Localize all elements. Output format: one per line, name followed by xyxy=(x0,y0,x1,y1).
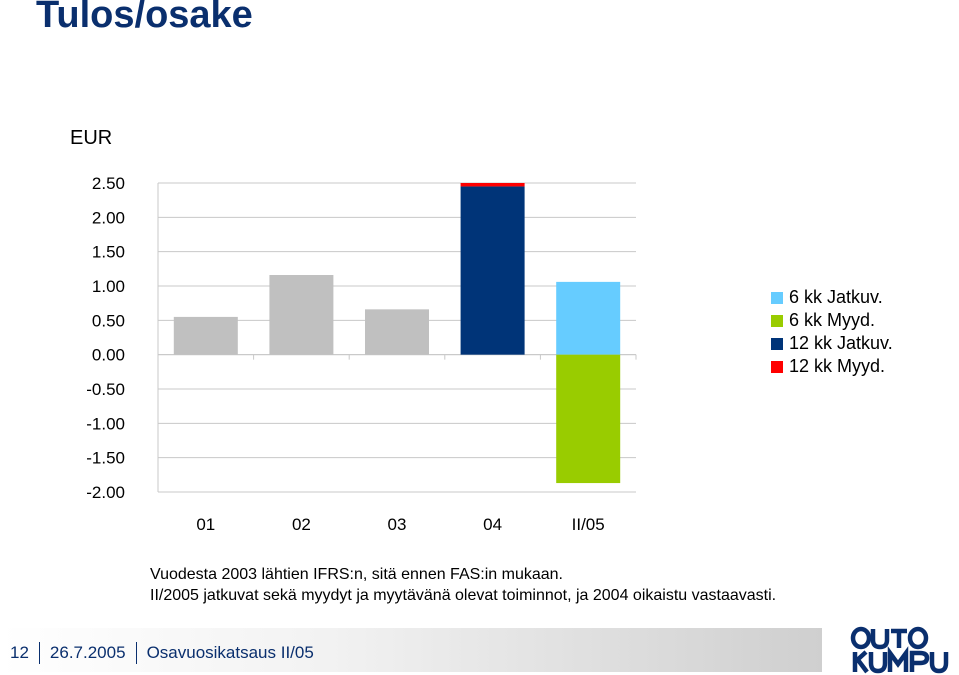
note-restated: II/2005 jatkuvat sekä myydyt ja myytävän… xyxy=(150,587,777,604)
page-number: 12 xyxy=(10,643,29,662)
bar-04-s3 xyxy=(460,186,525,355)
legend-label: 6 kk Jatkuv. xyxy=(789,287,883,307)
note-ifrs: Vuodesta 2003 lähtien IFRS:n, sitä ennen… xyxy=(150,566,563,583)
y-tick-label: -0.50 xyxy=(86,380,125,399)
legend-swatch xyxy=(771,337,783,350)
bar-II05-s1 xyxy=(556,281,621,355)
bar-01-s0 xyxy=(173,316,238,355)
y-tick-label: 2.50 xyxy=(92,174,125,193)
footer-date: 26.7.2005 xyxy=(49,643,126,662)
x-tick-label: 04 xyxy=(483,515,502,534)
legend-swatch xyxy=(771,314,783,327)
legend-item: 6 kk Myyd. xyxy=(771,309,893,332)
footer: 12 26.7.2005 Osavuosikatsaus II/05 xyxy=(10,642,314,664)
legend-item: 12 kk Myyd. xyxy=(771,355,893,378)
page-title: Tulos/osake xyxy=(36,0,253,36)
outokumpu-logo xyxy=(850,626,949,674)
chart-legend: 6 kk Jatkuv. 6 kk Myyd. 12 kk Jatkuv. 12 kk… xyxy=(771,286,893,378)
y-tick-label: 1.00 xyxy=(92,277,125,296)
legend-label: 12 kk Myyd. xyxy=(789,356,886,376)
legend-label: 12 kk Jatkuv. xyxy=(789,333,893,353)
legend-swatch xyxy=(771,291,783,304)
y-tick-label: -2.00 xyxy=(86,483,125,502)
bar-II05-s2 xyxy=(556,354,621,484)
x-tick-label: 03 xyxy=(388,515,407,534)
bar-04-s4 xyxy=(460,183,525,187)
y-tick-label: 1.50 xyxy=(92,243,125,262)
bar-02-s0 xyxy=(269,275,334,355)
x-tick-label: II/05 xyxy=(572,515,605,534)
unit-label: EUR xyxy=(70,127,113,149)
y-tick-label: -1.50 xyxy=(86,449,125,468)
y-tick-label: 0.00 xyxy=(92,346,125,365)
bar-03-s0 xyxy=(365,309,429,355)
legend-item: 12 kk Jatkuv. xyxy=(771,332,893,355)
legend-item: 6 kk Jatkuv. xyxy=(771,286,893,309)
y-tick-label: 0.50 xyxy=(92,311,125,330)
y-tick-label: 2.00 xyxy=(92,208,125,227)
x-tick-label: 01 xyxy=(196,515,215,534)
legend-swatch xyxy=(771,360,783,373)
footer-presentation: Osavuosikatsaus II/05 xyxy=(146,643,314,662)
y-tick-label: -1.00 xyxy=(86,414,125,433)
footer-bar xyxy=(0,628,822,672)
footer-divider xyxy=(135,642,137,664)
eps-bar-chart: 2.50 2.00 1.50 1.00 0.50 0.00 -0.50 -1.00 -1.50 -… xyxy=(86,174,637,534)
x-tick-label: 02 xyxy=(292,515,311,534)
footer-divider xyxy=(38,642,40,664)
legend-label: 6 kk Myyd. xyxy=(789,310,876,330)
